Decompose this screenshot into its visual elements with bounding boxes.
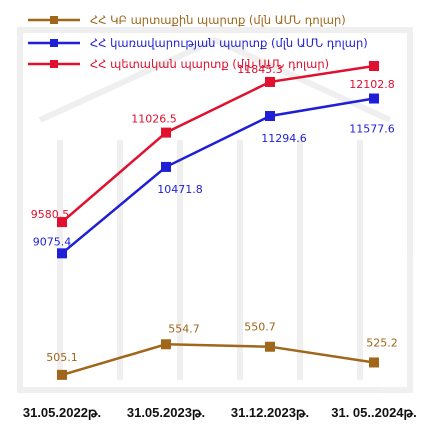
data-point — [369, 93, 379, 104]
data-point — [57, 369, 67, 380]
legend-label: ՀՀ ԿԲ արտաքին պարտք (մլն ԱՄՆ դոլար) — [90, 13, 346, 27]
series: 9075.4 10471.8 11294.6 11577.6 — [33, 93, 395, 259]
x-tick-label: 31.05.2023թ. — [127, 405, 205, 420]
legend-swatch-marker — [50, 39, 58, 47]
data-point — [265, 341, 275, 352]
data-point — [161, 161, 171, 172]
data-label: 525.2 — [366, 336, 398, 349]
data-label: 9075.4 — [33, 235, 72, 248]
legend-item: ՀՀ կառավարության պարտք (մլն ԱՄՆ դոլար) — [28, 36, 368, 50]
data-point — [57, 217, 67, 228]
data-label: 11026.5 — [131, 113, 177, 126]
data-point — [369, 357, 379, 368]
x-axis: 31.05.2022թ. 31.05.2023թ. 31.12.2023թ. 3… — [23, 405, 417, 420]
data-point — [265, 111, 275, 122]
data-label: 9580.5 — [31, 208, 70, 221]
legend-label: ՀՀ կառավարության պարտք (մլն ԱՄՆ դոլար) — [90, 36, 368, 50]
data-point — [369, 61, 379, 72]
series-line — [61, 343, 375, 377]
series-layer: 505.1 554.7 550.7 525.2 9075.4 10471.8 11294.6… — [31, 61, 398, 380]
data-label: 550.7 — [244, 321, 276, 334]
data-label: 10471.8 — [157, 183, 203, 196]
data-point — [161, 339, 171, 350]
watermark-emblem — [17, 27, 413, 393]
data-label: 12102.8 — [349, 78, 395, 91]
series: 505.1 554.7 550.7 525.2 — [46, 321, 398, 380]
data-label: 505.1 — [46, 351, 78, 364]
legend: ՀՀ ԿԲ արտաքին պարտք (մլն ԱՄՆ դոլար) ՀՀ կա… — [28, 13, 368, 71]
series-line — [61, 97, 375, 255]
data-label: 11294.6 — [261, 132, 307, 145]
data-point — [161, 127, 171, 138]
series: 9580.5 11026.5 11845.3 12102.8 — [31, 61, 395, 228]
legend-item: ՀՀ պետական պարտք (մլն ԱՄՆ դոլար) — [28, 57, 329, 71]
x-tick-label: 31. 05..2024թ. — [331, 405, 417, 420]
data-label: 554.7 — [168, 322, 200, 335]
legend-item: ՀՀ ԿԲ արտաքին պարտք (մլն ԱՄՆ դոլար) — [28, 13, 346, 27]
series-line — [61, 64, 375, 224]
data-label: 11577.6 — [349, 123, 395, 136]
data-label: 11845.3 — [237, 63, 283, 76]
data-point — [265, 76, 275, 87]
legend-swatch-marker — [50, 16, 58, 24]
data-point — [57, 248, 67, 259]
legend-label: ՀՀ պետական պարտք (մլն ԱՄՆ դոլար) — [90, 57, 329, 71]
x-tick-label: 31.05.2022թ. — [23, 405, 101, 420]
legend-swatch-marker — [50, 60, 58, 68]
x-tick-label: 31.12.2023թ. — [231, 405, 309, 420]
